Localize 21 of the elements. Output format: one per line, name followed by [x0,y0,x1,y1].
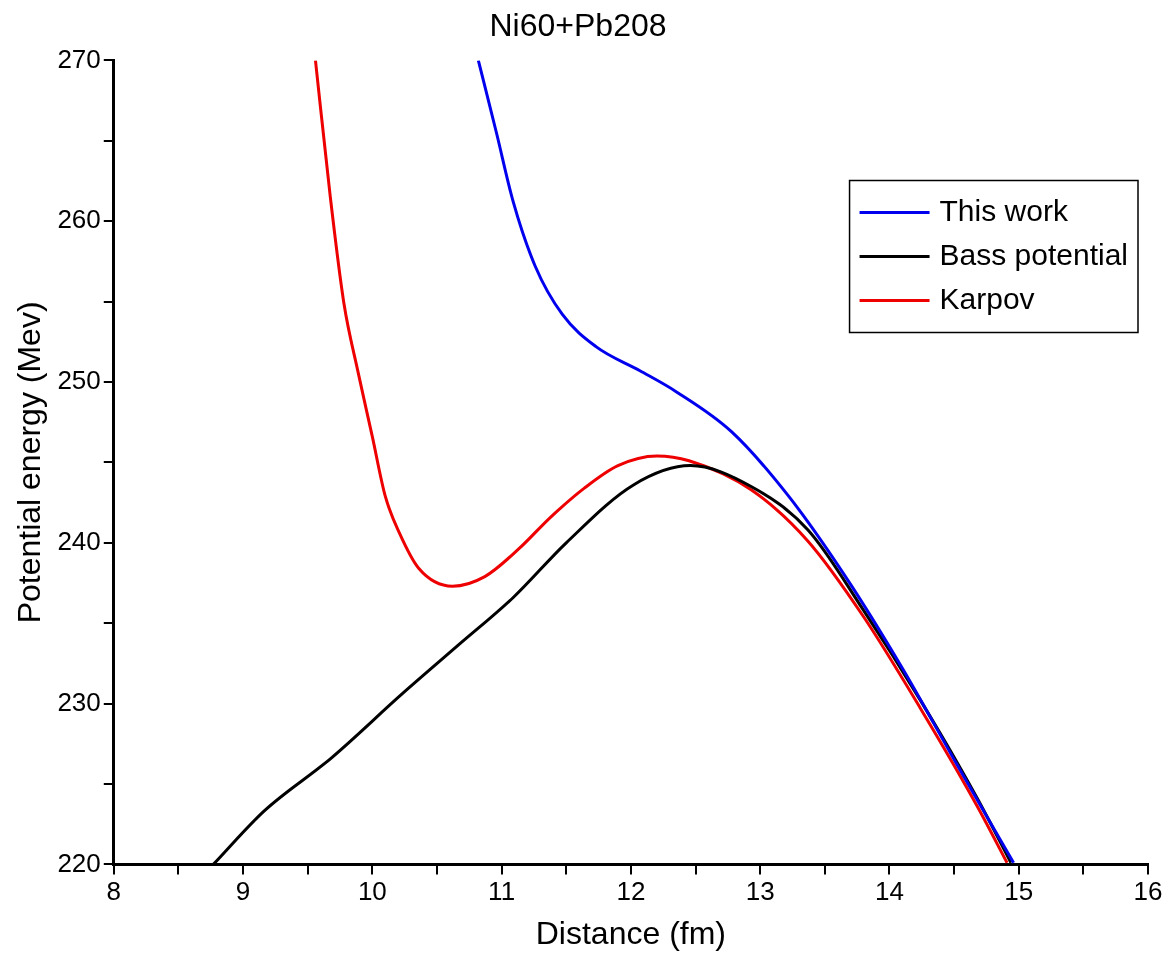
legend-label: Bass potential [939,237,1128,271]
y-tick-label: 260 [57,204,101,235]
x-tick-label: 9 [235,876,251,907]
legend-label: This work [939,193,1069,227]
x-axis-title: Distance (fm) [535,914,727,951]
x-tick-label: 8 [106,876,122,907]
x-tick-label: 12 [616,876,646,907]
y-tick-label: 240 [57,525,101,556]
x-tick-label: 11 [488,876,516,907]
x-tick-label: 10 [357,876,387,907]
x-tick-label: 16 [1133,876,1163,907]
x-tick-label: 13 [745,876,775,907]
y-tick-label: 230 [57,686,101,717]
legend-label: Karpov [939,281,1035,315]
x-tick-label: 15 [1004,876,1034,907]
x-tick-label: 14 [874,876,904,907]
y-tick-label: 270 [57,43,101,74]
chart-title: Ni60+Pb208 [489,7,667,44]
y-axis-title: Potential energy (Mev) [11,301,48,624]
y-tick-label: 250 [57,365,101,396]
y-tick-label: 220 [57,847,101,878]
